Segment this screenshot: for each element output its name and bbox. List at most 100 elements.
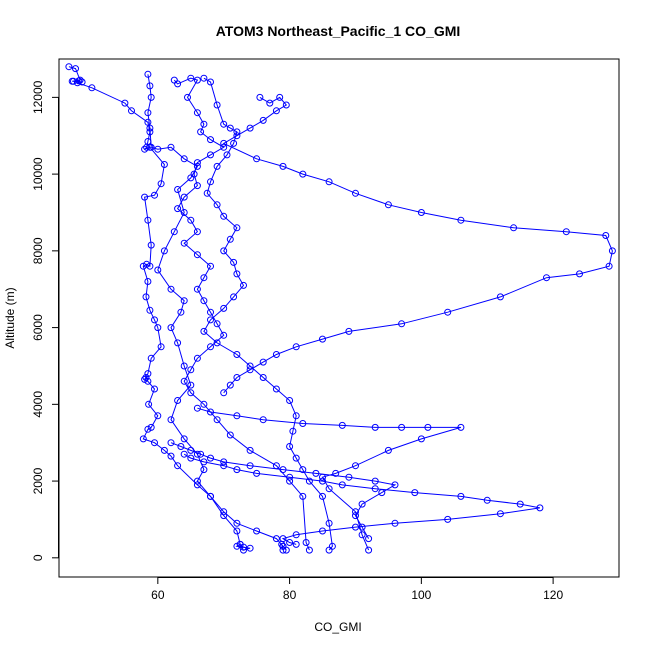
data-point <box>139 435 147 443</box>
data-point <box>180 362 188 370</box>
data-point <box>207 492 214 500</box>
data-point <box>233 466 241 474</box>
data-point <box>302 539 310 546</box>
data-point <box>319 492 326 500</box>
data-point <box>384 446 392 454</box>
data-point <box>180 193 188 201</box>
data-point <box>246 362 254 370</box>
data-point <box>233 132 241 140</box>
data-point <box>144 70 152 78</box>
data-point <box>174 205 182 213</box>
data-point <box>292 540 300 548</box>
data-point <box>292 343 300 351</box>
data-point <box>286 397 294 404</box>
data-point <box>213 320 221 328</box>
data-point <box>144 370 152 378</box>
plot-frame <box>58 58 620 578</box>
series-line-4 <box>203 77 333 551</box>
data-point <box>272 351 280 358</box>
data-point <box>233 224 241 232</box>
data-point <box>174 462 182 470</box>
data-point <box>417 435 425 443</box>
data-point <box>371 485 379 493</box>
data-point <box>151 191 158 199</box>
data-point <box>139 262 147 270</box>
data-point <box>213 201 221 209</box>
data-point <box>292 531 300 539</box>
data-point <box>187 381 195 389</box>
x-tick-label: 60 <box>151 588 165 602</box>
data-point <box>299 420 307 427</box>
data-point <box>516 500 524 508</box>
data-point <box>167 452 175 460</box>
data-point <box>338 421 346 429</box>
data-point <box>167 324 175 332</box>
data-point <box>233 519 241 527</box>
data-point <box>220 120 228 128</box>
data-point <box>233 374 241 381</box>
data-point <box>536 504 544 512</box>
data-point <box>154 412 162 420</box>
data-point <box>608 247 616 255</box>
data-point <box>233 351 241 358</box>
data-point <box>147 354 155 362</box>
data-point <box>147 241 155 249</box>
data-point <box>272 385 280 393</box>
chart-title: ATOM3 Northeast_Pacific_1 CO_GMI <box>216 23 461 39</box>
data-point <box>207 262 214 270</box>
data-point <box>207 178 214 186</box>
data-point <box>200 74 208 82</box>
data-point <box>187 446 195 454</box>
data-point <box>193 109 201 117</box>
data-point <box>358 523 366 531</box>
data-point <box>193 251 201 259</box>
data-point <box>167 285 175 293</box>
data-point <box>299 170 307 178</box>
data-point <box>286 473 294 481</box>
data-point <box>200 274 208 282</box>
data-point <box>220 331 228 339</box>
y-axis-label: Altitude (m) <box>3 287 17 348</box>
data-point <box>272 107 280 115</box>
data-point <box>246 544 254 552</box>
data-point <box>151 385 158 393</box>
data-point <box>226 235 234 243</box>
data-point <box>144 109 152 117</box>
data-point <box>338 481 346 489</box>
data-point <box>220 508 228 516</box>
data-point <box>154 324 162 332</box>
data-point <box>142 374 150 381</box>
data-point <box>246 446 254 454</box>
data-point <box>180 297 188 305</box>
data-point <box>213 162 221 170</box>
data-point <box>292 412 300 420</box>
data-point <box>174 80 182 88</box>
data-point <box>220 304 228 312</box>
data-point <box>141 193 149 201</box>
data-point <box>345 473 353 481</box>
data-point <box>253 527 261 535</box>
data-point <box>197 450 205 458</box>
data-point <box>177 308 185 316</box>
data-point <box>154 266 162 274</box>
data-point <box>259 374 267 381</box>
data-point <box>180 450 188 458</box>
data-point <box>190 170 198 178</box>
data-point <box>187 216 195 224</box>
data-point <box>444 515 452 523</box>
data-point <box>246 124 254 132</box>
data-point <box>226 381 234 389</box>
data-point <box>184 93 191 101</box>
data-point <box>180 377 188 385</box>
x-tick-label: 100 <box>411 588 431 602</box>
data-point <box>160 446 168 454</box>
data-point <box>142 293 150 301</box>
data-point <box>226 431 234 439</box>
data-point <box>259 116 267 124</box>
data-point <box>78 78 86 86</box>
data-point <box>151 439 158 447</box>
data-point <box>240 281 247 289</box>
data-point <box>398 320 406 328</box>
data-point <box>358 531 366 539</box>
data-point <box>417 209 425 216</box>
